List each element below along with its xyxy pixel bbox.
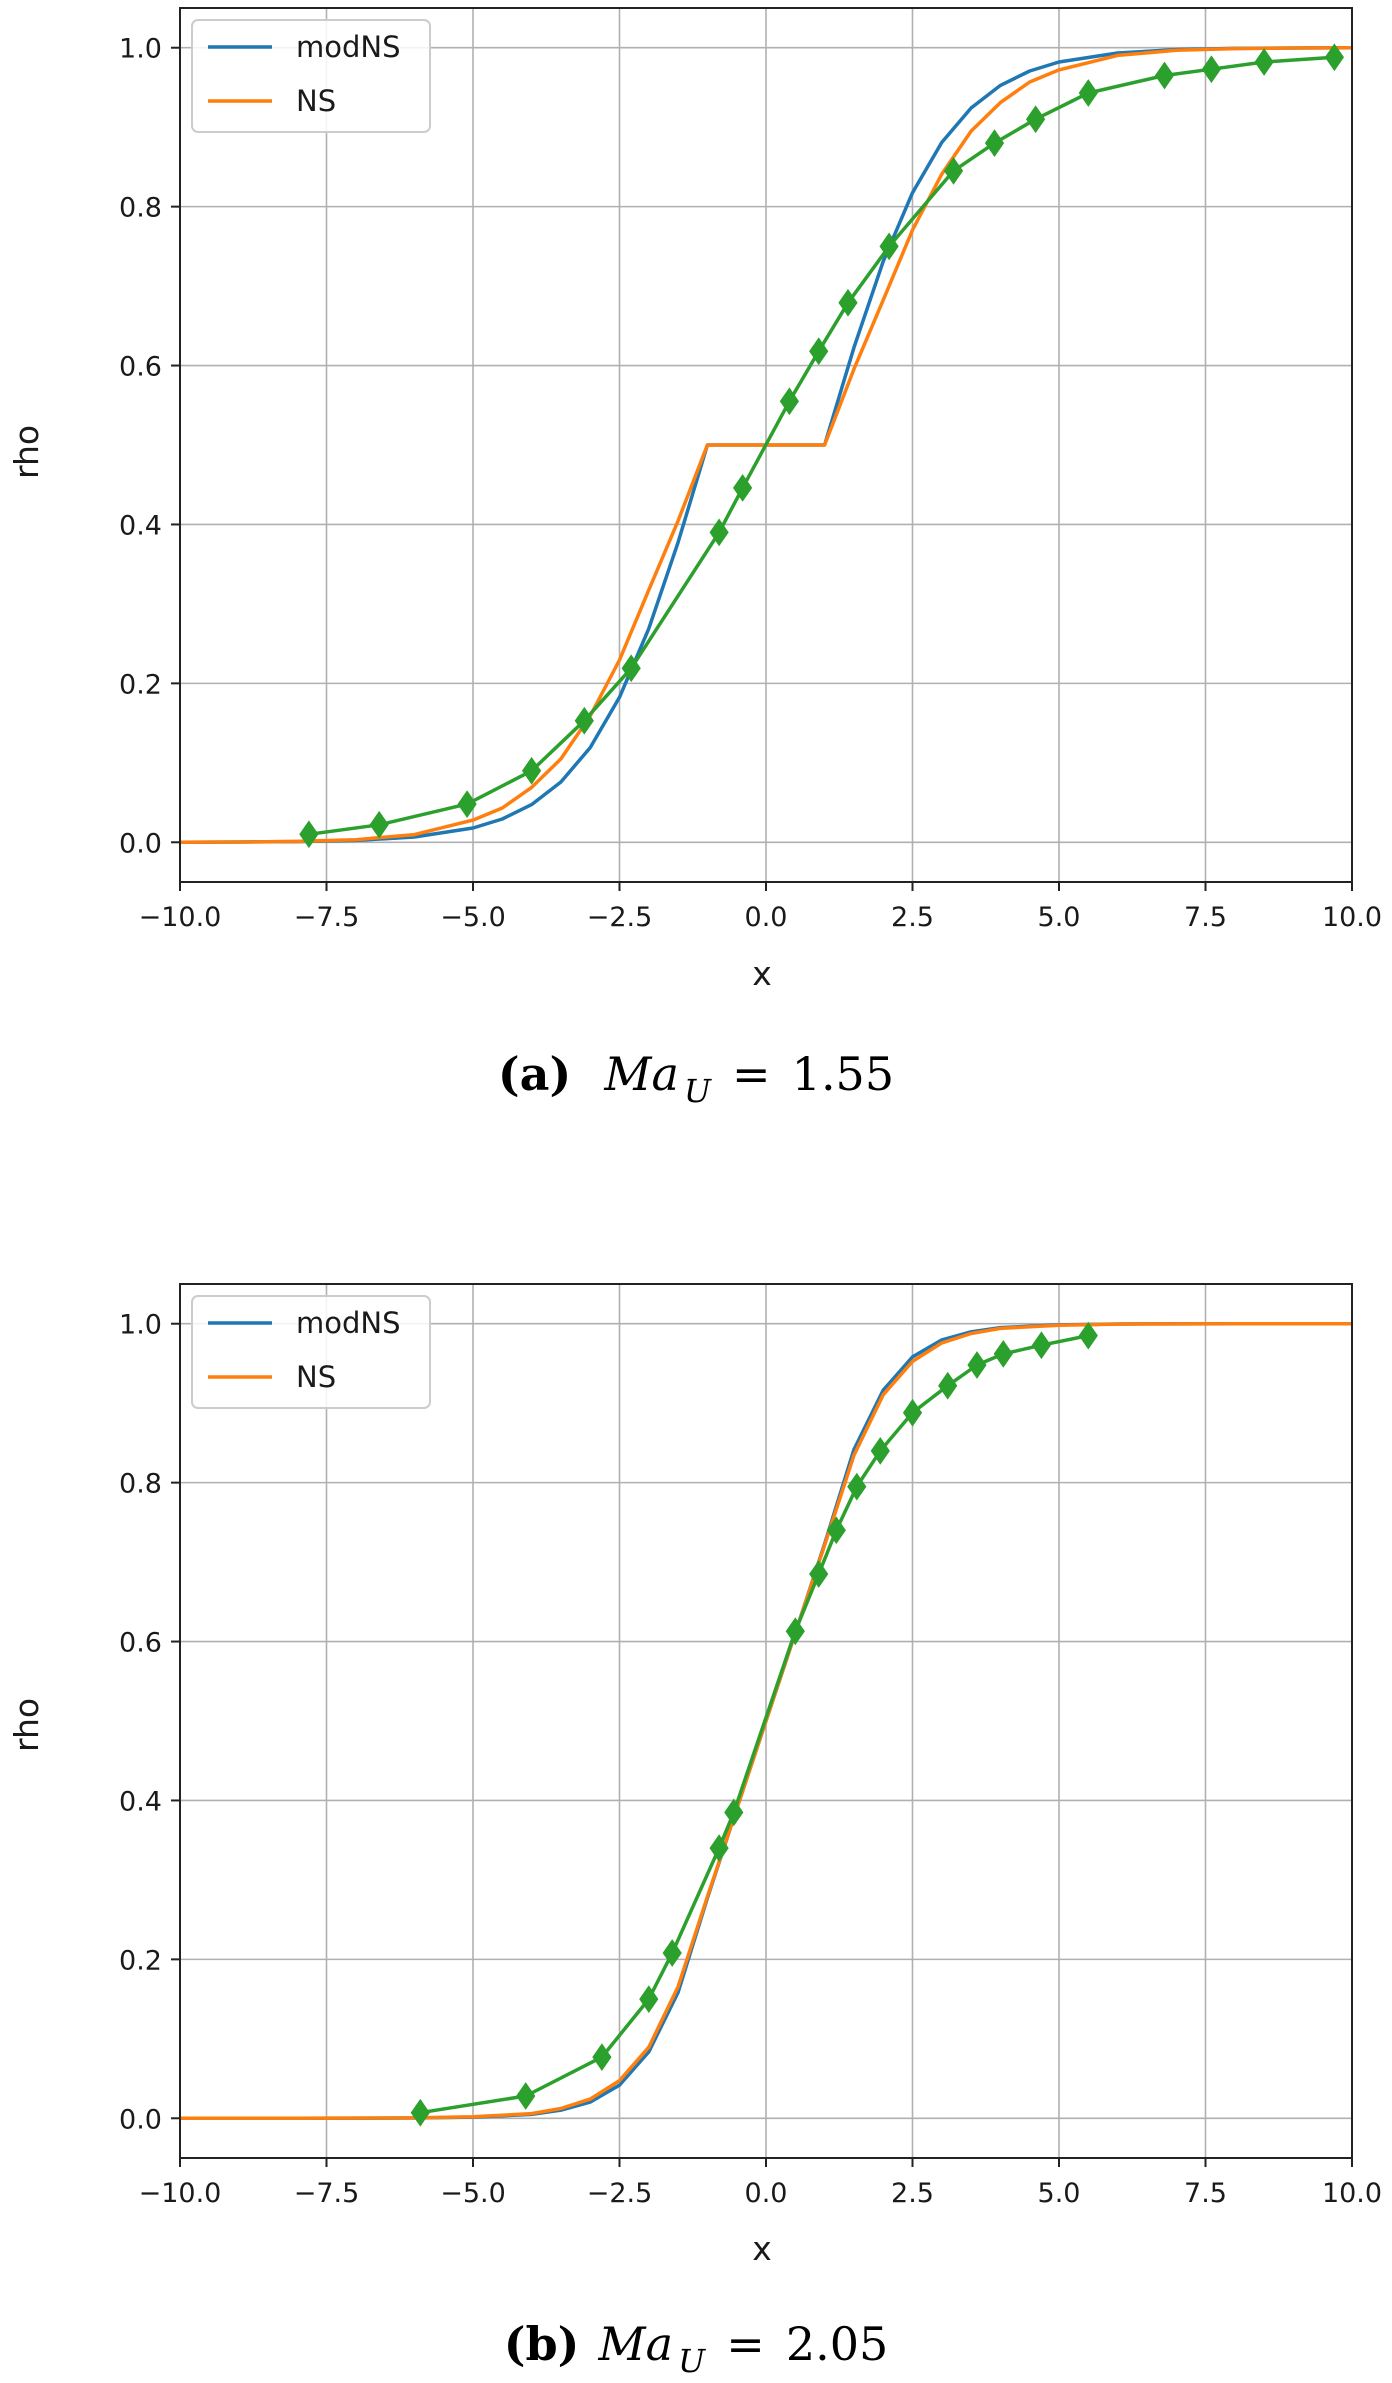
x-tick-label-b: 10.0	[1322, 2178, 1382, 2209]
x-tick-label-a: −2.5	[587, 902, 653, 933]
y-axis-label-b: rho	[7, 1698, 46, 1752]
x-tick-label-a: 10.0	[1322, 902, 1382, 933]
data-point-marker-b	[826, 1516, 846, 1545]
data-point-marker-a	[369, 810, 389, 839]
data-point-marker-a	[709, 518, 729, 547]
x-tick-label-b: 5.0	[1038, 2178, 1081, 2209]
data-point-marker-a	[838, 288, 858, 317]
x-tick-label-b: 7.5	[1184, 2178, 1227, 2209]
y-tick-label-b: 0.6	[119, 1628, 162, 1659]
data-point-marker-b	[809, 1560, 829, 1588]
data-point-marker-b	[870, 1437, 890, 1465]
caption-value-b: 2.05	[786, 2317, 888, 2371]
x-tick-label-b: −7.5	[294, 2178, 360, 2209]
data-point-marker-a	[457, 790, 477, 818]
caption-a: (a) Ma U = 1.55	[498, 1047, 894, 1110]
x-axis-label-b: x	[752, 2229, 772, 2268]
data-point-marker-a	[879, 232, 899, 261]
y-tick-label-b: 0.4	[119, 1786, 162, 1817]
y-tick-label-a: 0.6	[119, 352, 162, 383]
x-tick-label-a: −7.5	[294, 902, 360, 933]
data-point-marker-b	[639, 1985, 659, 2013]
x-axis-label-a: x	[752, 954, 772, 993]
series-group-a	[179, 43, 1353, 849]
data-point-marker-b	[993, 1340, 1013, 1368]
data-point-marker-b	[516, 2082, 536, 2110]
legend-a: modNS NS	[191, 19, 431, 133]
data-point-marker-b	[967, 1351, 987, 1379]
panel-a: −10.0 −7.5 −5.0 −2.5 0.0 2.5 5.0 7.5 10.0 0.0 0.2 0…	[7, 7, 1382, 1110]
series-group-b	[180, 1321, 1352, 2127]
y-tick-label-a: 0.8	[119, 193, 162, 224]
data-point-marker-b	[592, 2043, 612, 2071]
caption-symbol-a: Ma	[603, 1047, 679, 1101]
data-point-marker-a	[984, 129, 1005, 157]
axis-ticks-a: −10.0 −7.5 −5.0 −2.5 0.0 2.5 5.0 7.5 10.0 0.0 0.2 0…	[119, 34, 1382, 933]
data-point-marker-b	[1031, 1331, 1052, 1360]
legend-label-modns-a: modNS	[296, 30, 401, 64]
data-point-marker-b	[785, 1617, 805, 1646]
legend-label-ns-a: NS	[296, 84, 336, 118]
data-point-marker-a	[732, 474, 753, 502]
data-point-marker-a	[574, 706, 594, 735]
data-point-marker-b	[938, 1371, 958, 1400]
data-point-marker-b	[724, 1798, 744, 1827]
data-point-marker-a	[943, 157, 964, 185]
x-tick-label-a: −5.0	[440, 902, 506, 933]
data-point-marker-a	[1025, 105, 1046, 134]
legend-label-ns-b: NS	[296, 1360, 336, 1394]
caption-subscript-a: U	[684, 1072, 712, 1110]
panel-b: −10.0 −7.5 −5.0 −2.5 0.0 2.5 5.0 7.5 10.0 0.0 0.2 0…	[7, 1283, 1382, 2380]
data-point-marker-a	[621, 654, 641, 683]
data-point-marker-a	[809, 337, 829, 366]
series-line-markers-b	[420, 1333, 1089, 2115]
x-tick-label-a: 5.0	[1038, 902, 1081, 933]
legend-label-modns-b: modNS	[296, 1306, 401, 1340]
y-tick-label-a: 1.0	[119, 34, 162, 65]
x-tick-label-b: 0.0	[745, 2178, 788, 2209]
data-point-marker-b	[709, 1834, 729, 1862]
x-tick-label-a: 7.5	[1184, 902, 1227, 933]
data-point-marker-a	[1201, 55, 1222, 84]
data-point-marker-a	[1324, 43, 1345, 72]
data-point-marker-b	[410, 2098, 430, 2127]
data-point-marker-a	[299, 820, 319, 849]
x-tick-label-b: −10.0	[139, 2178, 222, 2209]
y-tick-label-b: 0.0	[119, 2104, 162, 2135]
caption-tag-b: (b)	[504, 2317, 580, 2371]
axis-ticks-b: −10.0 −7.5 −5.0 −2.5 0.0 2.5 5.0 7.5 10.0 0.0 0.2 0…	[119, 1310, 1382, 2209]
caption-tag-a: (a)	[498, 1047, 571, 1101]
y-tick-label-a: 0.4	[119, 510, 162, 541]
x-tick-label-a: −10.0	[139, 902, 222, 933]
caption-symbol-b: Ma	[598, 2317, 674, 2371]
caption-value-a: 1.55	[792, 1047, 894, 1101]
y-tick-label-b: 0.8	[119, 1469, 162, 1500]
data-point-marker-a	[1078, 79, 1098, 107]
x-tick-label-b: 2.5	[891, 2178, 934, 2209]
data-point-marker-b	[847, 1472, 867, 1501]
data-point-marker-a	[1154, 61, 1175, 90]
caption-b: (b) Ma U = 2.05	[504, 2317, 889, 2380]
y-tick-label-a: 0.2	[119, 669, 162, 700]
x-tick-label-a: 2.5	[891, 902, 934, 933]
x-tick-label-b: −5.0	[440, 2178, 506, 2209]
data-point-marker-a	[1254, 48, 1274, 76]
data-point-marker-b	[662, 1939, 682, 1967]
series-line-markers-a	[308, 55, 1335, 837]
y-tick-label-a: 0.0	[119, 828, 162, 859]
caption-equals-a: =	[732, 1047, 771, 1101]
y-axis-label-a: rho	[7, 425, 46, 479]
data-point-marker-a	[521, 756, 542, 785]
data-point-marker-a	[779, 387, 800, 416]
x-tick-label-a: 0.0	[745, 902, 788, 933]
x-tick-label-b: −2.5	[587, 2178, 653, 2209]
caption-equals-b: =	[726, 2317, 765, 2371]
legend-b: modNS NS	[191, 1295, 431, 1409]
data-point-marker-b	[1078, 1321, 1098, 1350]
y-tick-label-b: 1.0	[119, 1310, 162, 1341]
data-point-marker-b	[902, 1398, 923, 1427]
y-tick-label-b: 0.2	[119, 1945, 162, 1976]
caption-subscript-b: U	[678, 2342, 706, 2380]
